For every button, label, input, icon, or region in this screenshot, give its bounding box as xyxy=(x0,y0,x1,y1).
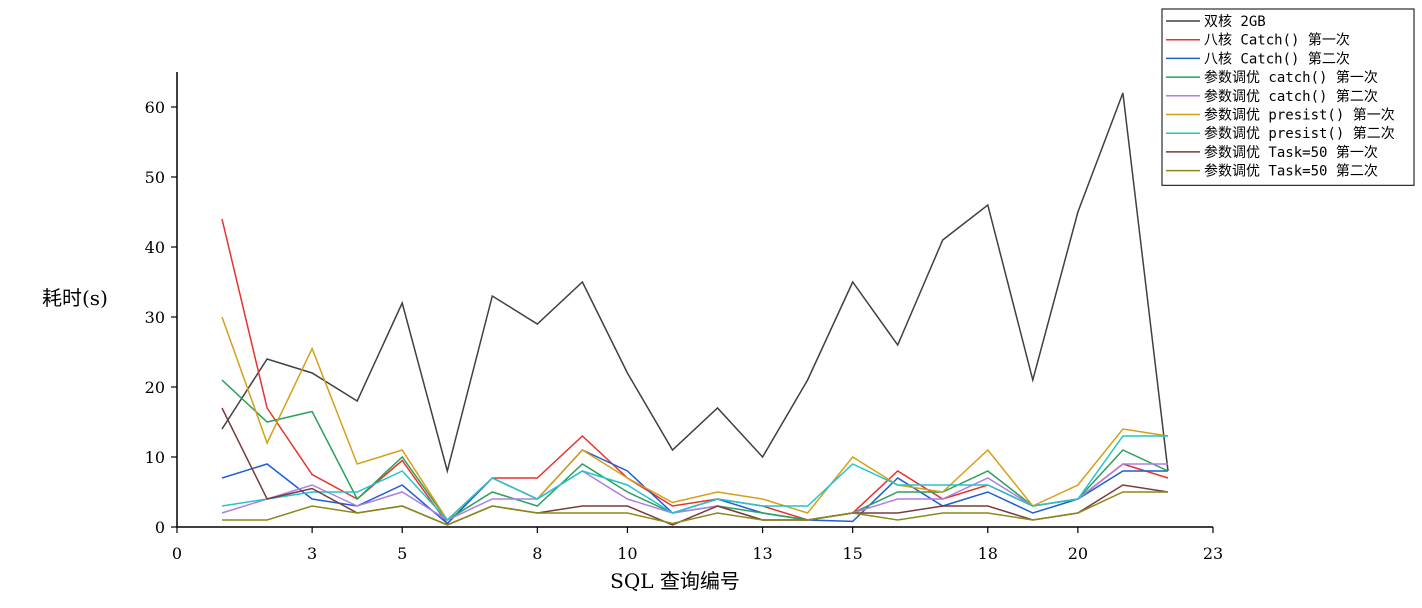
y-tick-label: 0 xyxy=(155,518,165,537)
series-line-9 xyxy=(222,491,1168,526)
x-axis-label: SQL 查询编号 xyxy=(610,569,740,593)
legend-entry: 参数调优 Task=50 第二次 xyxy=(1204,163,1378,180)
y-tick-label: 30 xyxy=(145,308,165,327)
legend-entry: 参数调优 presist() 第一次 xyxy=(1204,107,1395,124)
legend-entry: 八核 Catch() 第二次 xyxy=(1204,50,1350,67)
x-tick-label: 10 xyxy=(617,544,637,563)
x-tick-label: 8 xyxy=(532,544,542,563)
y-tick-label: 20 xyxy=(145,378,165,397)
x-tick-label: 5 xyxy=(397,544,407,563)
legend-entry: 参数调优 catch() 第二次 xyxy=(1204,88,1378,105)
x-tick-label: 23 xyxy=(1203,544,1223,563)
axes xyxy=(176,72,1213,528)
x-axis-ticks: 0 3 5 8 10 13 15 18 20 23 xyxy=(172,527,1223,563)
legend-entry: 八核 Catch() 第一次 xyxy=(1204,32,1350,49)
y-tick-label: 40 xyxy=(145,238,165,257)
y-axis-label: 耗时(s) xyxy=(42,286,108,310)
x-tick-label: 3 xyxy=(307,544,317,563)
series-line-8 xyxy=(221,407,1169,526)
x-tick-label: 18 xyxy=(978,544,998,563)
series-line-7 xyxy=(221,435,1168,522)
series-line-1 xyxy=(221,92,1169,474)
y-tick-label: 50 xyxy=(145,168,165,187)
legend-box xyxy=(1161,8,1415,186)
x-tick-label: 0 xyxy=(172,544,182,563)
x-tick-label: 13 xyxy=(752,544,772,563)
y-tick-label: 10 xyxy=(145,448,165,467)
series-line-4 xyxy=(221,379,1169,522)
y-tick-label: 60 xyxy=(145,98,165,117)
x-tick-label: 20 xyxy=(1068,544,1088,563)
y-axis-ticks: 0 10 20 30 40 50 60 xyxy=(145,98,177,537)
legend-entry: 双核 2GB xyxy=(1204,14,1266,30)
series-line-2 xyxy=(221,218,1169,525)
x-tick-label: 15 xyxy=(842,544,862,563)
legend-entry: 参数调优 catch() 第一次 xyxy=(1204,69,1378,86)
legend-entry: 参数调优 Task=50 第一次 xyxy=(1204,144,1378,161)
series-line-6 xyxy=(221,316,1169,522)
series-line-5 xyxy=(221,463,1168,521)
plot-lines xyxy=(221,92,1169,526)
legend-entry: 参数调优 presist() 第二次 xyxy=(1204,125,1395,142)
